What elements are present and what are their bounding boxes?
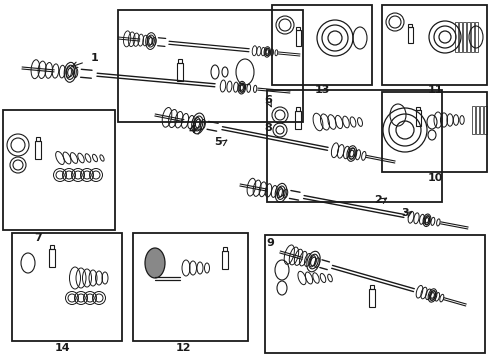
Bar [296,107,300,111]
Text: 11: 11 [427,85,443,95]
Bar [12,233,122,341]
Text: 1: 1 [91,53,99,63]
Text: 5: 5 [214,137,222,147]
Bar [455,22,458,52]
Bar [3,110,115,230]
Bar [382,92,487,172]
Bar [475,22,478,52]
Bar [408,27,413,43]
Bar [467,22,470,52]
Bar [178,59,182,63]
Bar [223,247,227,251]
Bar [476,106,479,134]
Bar [471,22,474,52]
Bar [472,106,475,134]
Bar [265,235,485,353]
Text: 3: 3 [401,208,409,218]
Bar [50,246,54,249]
Bar [382,5,487,85]
Text: 14: 14 [54,343,70,353]
Bar [459,22,462,52]
Bar [267,90,442,202]
Text: 4: 4 [188,125,196,135]
Bar [480,106,483,134]
Bar [295,111,301,129]
Bar [177,63,183,81]
Text: 9: 9 [266,238,274,248]
Bar [118,10,303,122]
Text: 13: 13 [314,85,330,95]
Bar [296,27,300,30]
Text: 12: 12 [175,343,191,353]
Bar [49,249,55,267]
Bar [369,289,375,307]
Bar [36,138,40,141]
Bar [222,251,228,269]
Bar [463,22,466,52]
Text: 6: 6 [264,95,272,105]
Text: 7: 7 [34,233,42,243]
Bar [133,233,248,341]
Bar [408,24,412,27]
Text: 8: 8 [264,123,272,133]
Bar [370,285,374,289]
Text: 2: 2 [374,195,382,205]
Ellipse shape [145,248,165,278]
Bar [35,141,41,159]
Bar [416,110,420,126]
Bar [272,5,372,85]
Text: 10: 10 [427,173,442,183]
Bar [295,30,300,46]
Bar [416,107,419,110]
Bar [484,106,487,134]
